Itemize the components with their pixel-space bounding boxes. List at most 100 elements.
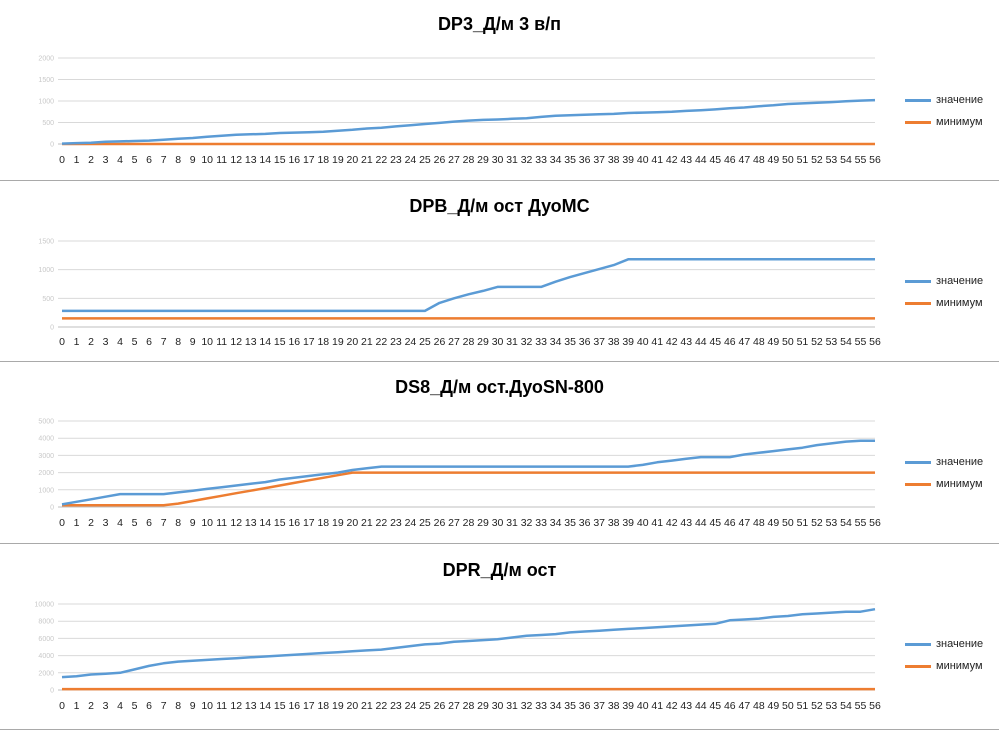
x-tick-label: 51 bbox=[797, 700, 809, 712]
y-tick-label: 0 bbox=[50, 505, 54, 512]
x-tick-label: 49 bbox=[768, 517, 780, 529]
x-tick-label: 10 bbox=[201, 700, 213, 712]
x-tick-label: 27 bbox=[448, 154, 460, 166]
x-tick-label: 22 bbox=[376, 336, 388, 348]
x-tick-label: 17 bbox=[303, 154, 315, 166]
x-tick-label: 50 bbox=[782, 154, 794, 166]
x-tick-label: 37 bbox=[593, 154, 605, 166]
x-tick-label: 54 bbox=[840, 700, 852, 712]
x-tick-label: 0 bbox=[59, 154, 65, 166]
x-tick-label: 16 bbox=[288, 517, 300, 529]
x-tick-label: 2 bbox=[88, 700, 94, 712]
x-tick-label: 28 bbox=[463, 517, 475, 529]
x-tick-label: 21 bbox=[361, 336, 373, 348]
x-tick-label: 38 bbox=[608, 700, 620, 712]
x-tick-label: 8 bbox=[175, 700, 181, 712]
x-tick-label: 38 bbox=[608, 154, 620, 166]
x-tick-label: 12 bbox=[230, 336, 242, 348]
x-tick-label: 48 bbox=[753, 336, 765, 348]
x-tick-label: 20 bbox=[347, 154, 359, 166]
x-tick-label: 24 bbox=[405, 336, 417, 348]
x-tick-label: 15 bbox=[274, 700, 286, 712]
x-tick-label: 25 bbox=[419, 336, 431, 348]
x-tick-label: 4 bbox=[117, 700, 123, 712]
x-tick-label: 50 bbox=[782, 700, 794, 712]
x-tick-label: 5 bbox=[132, 336, 138, 348]
y-tick-label: 2000 bbox=[38, 56, 54, 63]
x-tick-label: 52 bbox=[811, 336, 823, 348]
legend-item: минимум bbox=[905, 111, 983, 133]
x-tick-label: 44 bbox=[695, 154, 707, 166]
x-tick-label: 35 bbox=[564, 700, 576, 712]
x-tick-label: 54 bbox=[840, 154, 852, 166]
y-tick-label: 0 bbox=[50, 688, 54, 695]
chart-panel-3: DS8_Д/м ост.ДуоSN-800 0 1000 2000 3000 4000 50… bbox=[0, 362, 999, 544]
chart-panel-1: DP3_Д/м 3 в/п 0 500 1000 1500 2000 0 1 2 3 4 5 6 7 8 9 1… bbox=[0, 0, 999, 181]
x-tick-label: 1 bbox=[74, 154, 80, 166]
x-tick-label: 24 bbox=[405, 154, 417, 166]
x-tick-label: 55 bbox=[855, 336, 867, 348]
x-tick-label: 52 bbox=[811, 700, 823, 712]
x-tick-label: 7 bbox=[161, 154, 167, 166]
x-tick-label: 1 bbox=[74, 700, 80, 712]
x-tick-label: 20 bbox=[347, 517, 359, 529]
x-tick-label: 43 bbox=[680, 517, 692, 529]
x-tick-label: 46 bbox=[724, 700, 736, 712]
x-tick-label: 40 bbox=[637, 517, 649, 529]
x-tick-label: 50 bbox=[782, 336, 794, 348]
series-line-value bbox=[61, 98, 876, 145]
x-tick-label: 47 bbox=[738, 700, 750, 712]
x-tick-label: 31 bbox=[506, 517, 518, 529]
x-tick-label: 2 bbox=[88, 517, 94, 529]
x-tick-label: 4 bbox=[117, 154, 123, 166]
x-tick-label: 31 bbox=[506, 336, 518, 348]
x-tick-label: 7 bbox=[161, 700, 167, 712]
x-tick-label: 16 bbox=[288, 700, 300, 712]
x-tick-label: 9 bbox=[190, 154, 196, 166]
chart-legend: значение минимум bbox=[905, 270, 983, 314]
legend-swatch bbox=[905, 301, 931, 305]
chart-panel-4: DPR_Д/м ост 0 2000 4000 6000 8000 10000 0 1 2 3 4 5 6… bbox=[0, 544, 999, 730]
legend-swatch bbox=[905, 460, 931, 464]
chart-title: DPB_Д/м ост ДуоМС bbox=[409, 196, 590, 216]
x-tick-label: 42 bbox=[666, 336, 678, 348]
x-tick-label: 37 bbox=[593, 700, 605, 712]
legend-swatch bbox=[905, 482, 931, 486]
x-tick-label: 1 bbox=[74, 336, 80, 348]
x-tick-label: 45 bbox=[709, 517, 721, 529]
y-tick-label: 3000 bbox=[38, 453, 54, 460]
x-tick-label: 34 bbox=[550, 700, 562, 712]
legend-item: значение bbox=[905, 451, 983, 473]
legend-item: значение bbox=[905, 633, 983, 655]
x-tick-label: 22 bbox=[376, 154, 388, 166]
x-tick-label: 34 bbox=[550, 517, 562, 529]
x-tick-label: 35 bbox=[564, 336, 576, 348]
x-tick-label: 41 bbox=[651, 154, 663, 166]
x-tick-label: 39 bbox=[622, 154, 634, 166]
y-tick-label: 2000 bbox=[38, 470, 54, 477]
x-tick-label: 7 bbox=[161, 336, 167, 348]
x-tick-label: 6 bbox=[146, 336, 152, 348]
x-tick-label: 24 bbox=[405, 517, 417, 529]
x-tick-label: 36 bbox=[579, 517, 591, 529]
x-tick-label: 16 bbox=[288, 154, 300, 166]
y-tick-label: 5000 bbox=[38, 419, 54, 426]
x-tick-label: 42 bbox=[666, 154, 678, 166]
legend-item: минимум bbox=[905, 473, 983, 495]
x-tick-label: 6 bbox=[146, 154, 152, 166]
y-tick-label: 8000 bbox=[38, 619, 54, 626]
x-tick-label: 21 bbox=[361, 517, 373, 529]
x-tick-label: 30 bbox=[492, 517, 504, 529]
y-tick-label: 1000 bbox=[38, 487, 54, 494]
chart-legend: значение минимум bbox=[905, 633, 983, 677]
x-tick-label: 1 bbox=[74, 517, 80, 529]
legend-item: минимум bbox=[905, 292, 983, 314]
x-tick-label: 29 bbox=[477, 154, 489, 166]
x-tick-label: 26 bbox=[434, 517, 446, 529]
y-tick-label: 2000 bbox=[38, 670, 54, 677]
x-tick-label: 35 bbox=[564, 154, 576, 166]
x-tick-label: 33 bbox=[535, 700, 547, 712]
x-tick-label: 40 bbox=[637, 154, 649, 166]
legend-swatch bbox=[905, 279, 931, 283]
x-tick-label: 44 bbox=[695, 336, 707, 348]
